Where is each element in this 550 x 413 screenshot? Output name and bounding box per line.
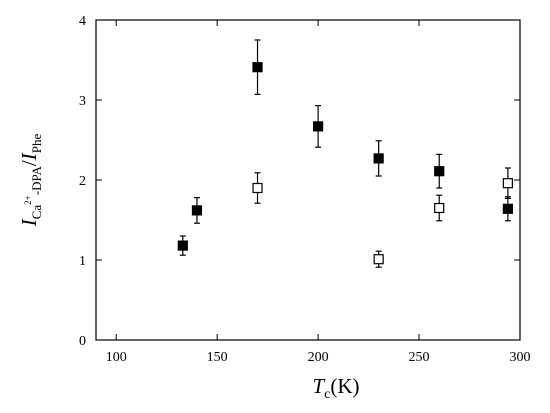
- y-axis-label: ICa2+-DPA/IPhe: [17, 134, 44, 228]
- filled-square-point: [191, 205, 203, 216]
- ticks-layer: 100 150 200 250 300 0 1 2 3 4: [79, 14, 531, 365]
- y-tick-label: 0: [79, 334, 86, 349]
- y-tick-label: 4: [79, 14, 86, 29]
- x-tick-label: 150: [207, 350, 228, 365]
- filled-square-point: [177, 240, 188, 251]
- markers-layer: [177, 62, 513, 265]
- y-label-sup1: 2+: [23, 195, 33, 205]
- x-tick-label: 100: [106, 350, 127, 365]
- x-tick-label: 250: [409, 350, 430, 365]
- errorbars-layer: [179, 39, 511, 268]
- y-tick-label: 3: [79, 94, 86, 109]
- y-label-part2: I: [17, 152, 41, 161]
- filled-square-point: [502, 203, 513, 214]
- x-label-subscript: c: [324, 387, 330, 402]
- y-label-sub1b: -DPA: [29, 165, 44, 195]
- filled-square-point: [373, 153, 384, 164]
- open-square-point: [502, 178, 513, 189]
- open-square-point: [373, 254, 384, 265]
- x-label-suffix: (K): [330, 374, 359, 398]
- y-label-sub1: Ca: [29, 205, 44, 220]
- y-label-sub2: Phe: [29, 134, 44, 154]
- filled-square-point: [312, 121, 324, 132]
- filled-square-point: [434, 166, 445, 177]
- x-axis-label: Tc(K): [312, 374, 359, 402]
- y-tick-label: 1: [79, 254, 86, 269]
- x-label-main: T: [312, 374, 325, 398]
- filled-square-point: [252, 62, 263, 73]
- y-label-part1: I: [17, 218, 41, 227]
- x-tick-label: 200: [308, 350, 329, 365]
- open-square-point: [252, 182, 263, 194]
- open-square-point: [434, 202, 445, 214]
- y-label-slash: /: [17, 160, 41, 166]
- y-tick-label: 2: [79, 174, 86, 189]
- plot-frame: [95, 19, 521, 341]
- x-tick-label: 300: [510, 350, 531, 365]
